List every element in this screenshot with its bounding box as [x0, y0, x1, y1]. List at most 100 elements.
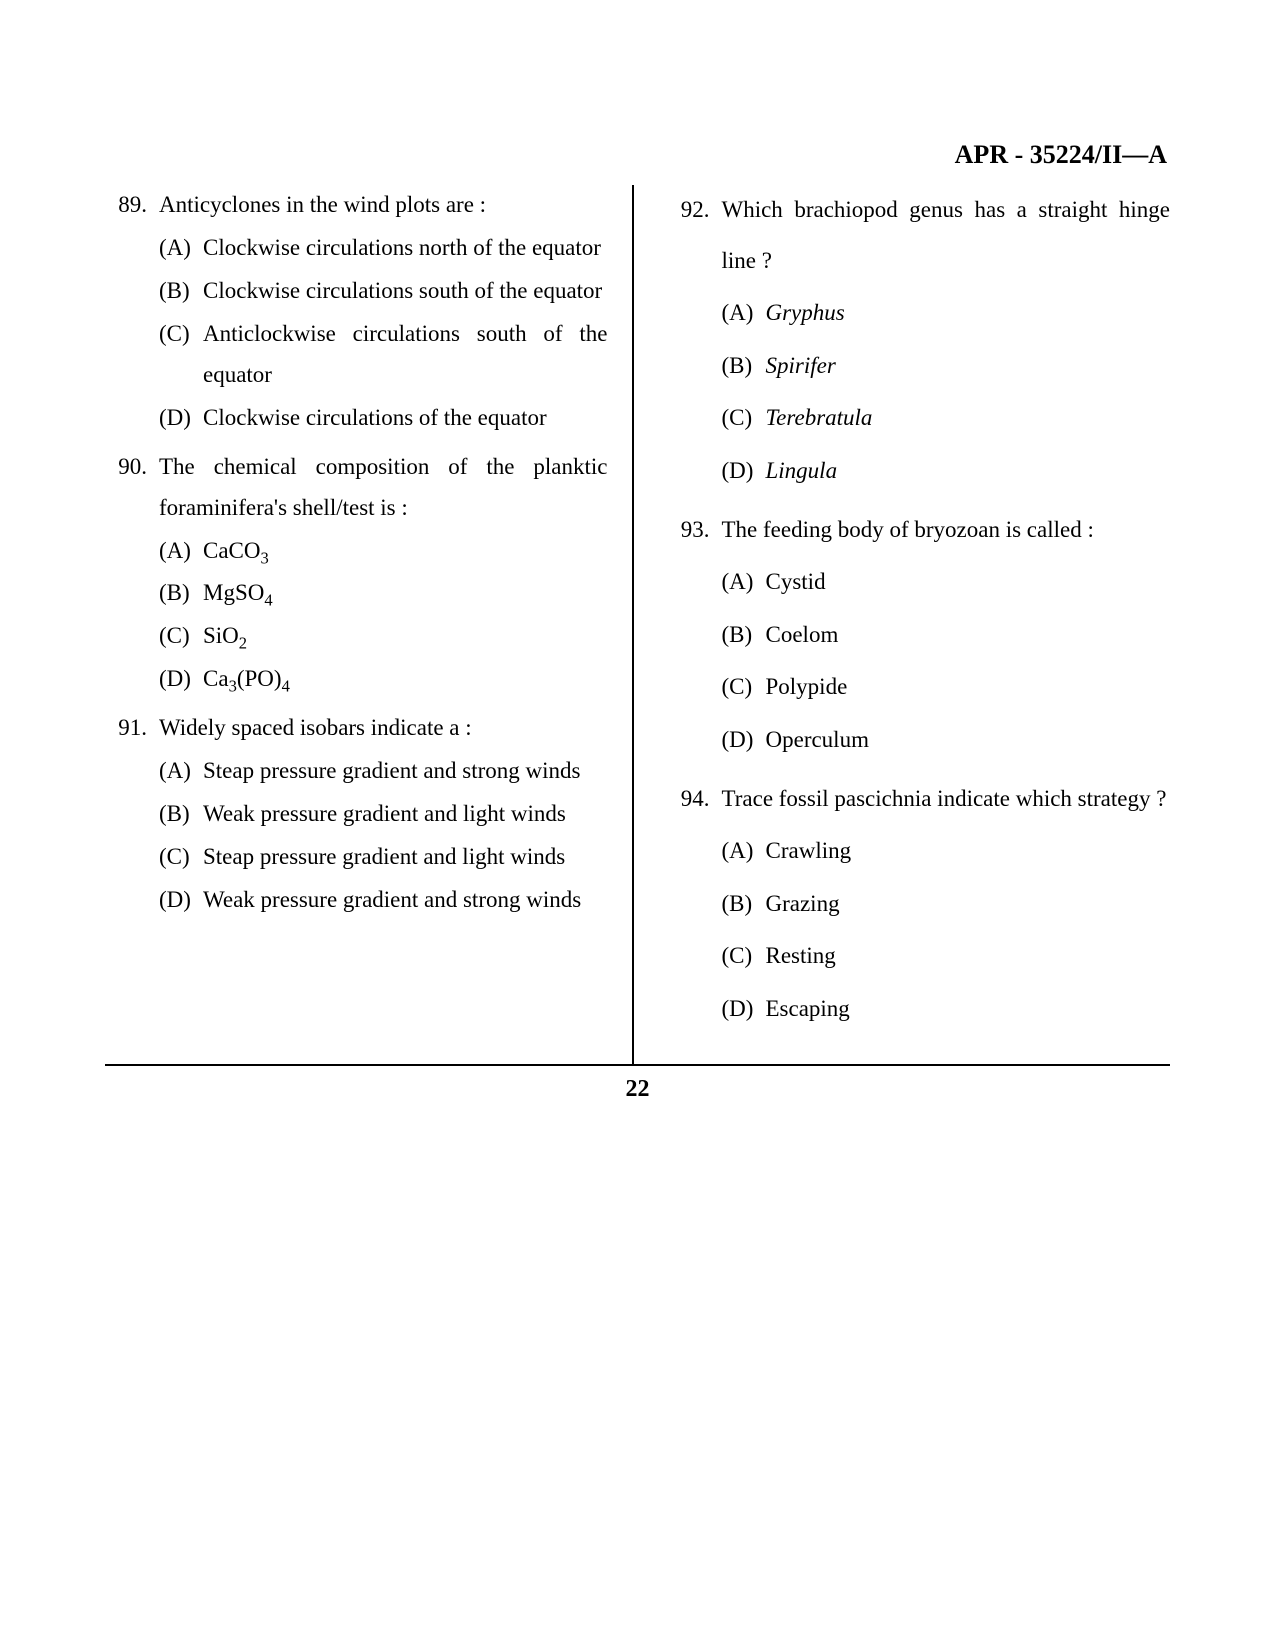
option: (B)MgSO4 [159, 573, 608, 614]
option: (B)Clockwise circulations south of the e… [159, 271, 608, 312]
question-text: The chemical composition of the planktic… [159, 447, 608, 529]
options-list: (A)Steap pressure gradient and strong wi… [159, 751, 608, 921]
options-list: (A)Crawling(B)Grazing(C)Resting(D)Escapi… [722, 826, 1171, 1034]
option: (A)Steap pressure gradient and strong wi… [159, 751, 608, 792]
option: (C)Resting [722, 931, 1171, 982]
option-text: Gryphus [766, 288, 1171, 339]
question: 92.Which brachiopod genus has a straight… [668, 185, 1171, 499]
option-label: (B) [722, 341, 766, 392]
question-text: Widely spaced isobars indicate a : [159, 708, 608, 749]
options-list: (A)Cystid(B)Coelom(C)Polypide(D)Operculu… [722, 557, 1171, 765]
question-body: The feeding body of bryozoan is called :… [722, 505, 1171, 768]
question-number: 89. [105, 185, 159, 441]
option-text: Clockwise circulations south of the equa… [203, 271, 608, 312]
option-text: Steap pressure gradient and light winds [203, 837, 608, 878]
question: 93.The feeding body of bryozoan is calle… [668, 505, 1171, 768]
option-label: (D) [159, 880, 203, 921]
right-column: 92.Which brachiopod genus has a straight… [634, 185, 1171, 1065]
left-column: 89.Anticyclones in the wind plots are :(… [105, 185, 634, 1065]
option-text: Resting [766, 931, 1171, 982]
question-body: Widely spaced isobars indicate a :(A)Ste… [159, 708, 608, 923]
option-text: Anticlockwise circulations south of the … [203, 314, 608, 396]
option-text: Steap pressure gradient and strong winds [203, 751, 608, 792]
question-number: 90. [105, 447, 159, 703]
option-label: (C) [722, 393, 766, 444]
option-text: Lingula [766, 446, 1171, 497]
question-text: The feeding body of bryozoan is called : [722, 505, 1171, 556]
question: 94.Trace fossil pascichnia indicate whic… [668, 774, 1171, 1037]
option-text: MgSO4 [203, 573, 608, 614]
option-text: Operculum [766, 715, 1171, 766]
content-columns: 89.Anticyclones in the wind plots are :(… [105, 185, 1170, 1065]
option: (D)Escaping [722, 984, 1171, 1035]
option-label: (A) [722, 557, 766, 608]
question-text: Which brachiopod genus has a straight hi… [722, 185, 1171, 286]
option: (B)Spirifer [722, 341, 1171, 392]
page-number: 22 [626, 1076, 650, 1102]
option-text: Escaping [766, 984, 1171, 1035]
option-label: (A) [159, 531, 203, 572]
option-label: (B) [159, 794, 203, 835]
question-text: Anticyclones in the wind plots are : [159, 185, 608, 226]
question-number: 92. [668, 185, 722, 499]
options-list: (A)CaCO3(B)MgSO4(C)SiO2(D)Ca3(PO)4 [159, 531, 608, 701]
option: (A)Crawling [722, 826, 1171, 877]
option-text: Clockwise circulations of the equator [203, 398, 608, 439]
option-label: (C) [159, 314, 203, 396]
option: (B)Grazing [722, 879, 1171, 930]
option-label: (C) [722, 662, 766, 713]
option-label: (B) [722, 610, 766, 661]
option: (B)Coelom [722, 610, 1171, 661]
option-label: (C) [722, 931, 766, 982]
option-text: Ca3(PO)4 [203, 659, 608, 700]
option-text: Spirifer [766, 341, 1171, 392]
option-label: (A) [159, 751, 203, 792]
question-body: Which brachiopod genus has a straight hi… [722, 185, 1171, 499]
question-text: Trace fossil pascichnia indicate which s… [722, 774, 1171, 825]
question-body: Trace fossil pascichnia indicate which s… [722, 774, 1171, 1037]
option: (C)Terebratula [722, 393, 1171, 444]
question-number: 91. [105, 708, 159, 923]
option-text: CaCO3 [203, 531, 608, 572]
option-text: Terebratula [766, 393, 1171, 444]
option-label: (B) [722, 879, 766, 930]
option: (C)Polypide [722, 662, 1171, 713]
option-text: Cystid [766, 557, 1171, 608]
option: (D)Ca3(PO)4 [159, 659, 608, 700]
option-text: Weak pressure gradient and strong winds [203, 880, 608, 921]
question: 90.The chemical composition of the plank… [105, 447, 608, 703]
option: (C)Anticlockwise circulations south of t… [159, 314, 608, 396]
option: (D)Clockwise circulations of the equator [159, 398, 608, 439]
option-text: Crawling [766, 826, 1171, 877]
option-text: Weak pressure gradient and light winds [203, 794, 608, 835]
option: (D)Weak pressure gradient and strong win… [159, 880, 608, 921]
options-list: (A)Clockwise circulations north of the e… [159, 228, 608, 439]
option-text: Coelom [766, 610, 1171, 661]
option-label: (D) [722, 715, 766, 766]
paper-code-header: APR - 35224/II—A [955, 140, 1167, 170]
option-text: Grazing [766, 879, 1171, 930]
question-body: The chemical composition of the planktic… [159, 447, 608, 703]
option-label: (C) [159, 616, 203, 657]
question: 91.Widely spaced isobars indicate a :(A)… [105, 708, 608, 923]
option: (B)Weak pressure gradient and light wind… [159, 794, 608, 835]
option-label: (A) [722, 826, 766, 877]
option-text: Clockwise circulations north of the equa… [203, 228, 608, 269]
option-label: (D) [722, 984, 766, 1035]
option-label: (A) [159, 228, 203, 269]
option-label: (D) [159, 659, 203, 700]
option-label: (D) [722, 446, 766, 497]
option: (A)CaCO3 [159, 531, 608, 572]
option: (D)Operculum [722, 715, 1171, 766]
question-number: 93. [668, 505, 722, 768]
option-text: SiO2 [203, 616, 608, 657]
option: (A)Gryphus [722, 288, 1171, 339]
question-number: 94. [668, 774, 722, 1037]
option-label: (D) [159, 398, 203, 439]
option: (A)Clockwise circulations north of the e… [159, 228, 608, 269]
option-text: Polypide [766, 662, 1171, 713]
option-label: (B) [159, 271, 203, 312]
option-label: (A) [722, 288, 766, 339]
question-body: Anticyclones in the wind plots are :(A)C… [159, 185, 608, 441]
option: (A)Cystid [722, 557, 1171, 608]
